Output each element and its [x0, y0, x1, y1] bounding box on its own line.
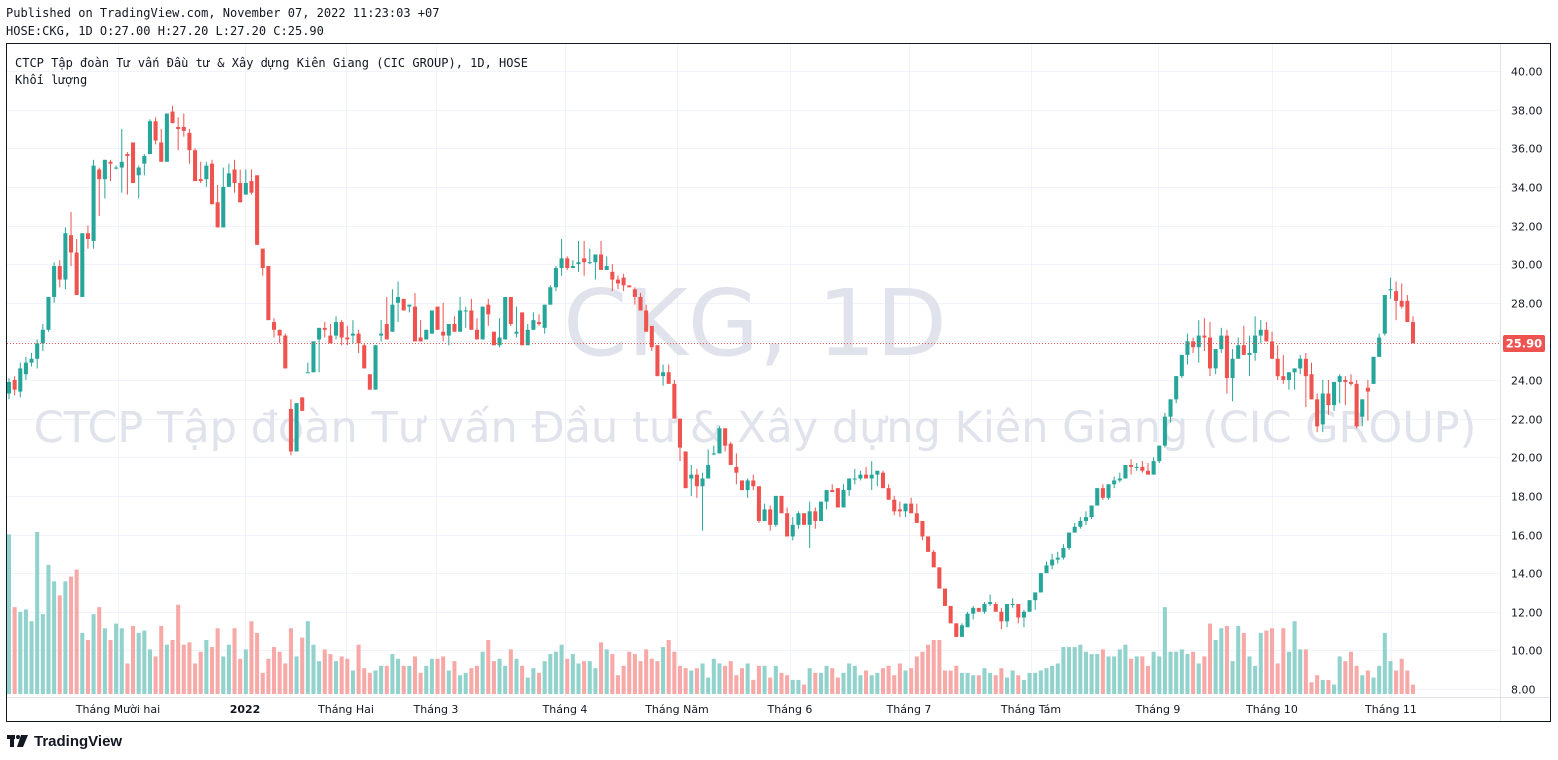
published-info: Published on TradingView.com, November 0… — [6, 6, 440, 20]
price-tick-label: 38.00 — [1511, 105, 1543, 118]
volume-bars — [6, 532, 1416, 694]
time-tick-label: Tháng 6 — [767, 703, 813, 716]
price-tick-label: 24.00 — [1511, 375, 1543, 388]
price-tick-label: 18.00 — [1511, 491, 1543, 504]
price-tick-label: 34.00 — [1511, 182, 1543, 195]
price-tick-label: 16.00 — [1511, 530, 1543, 543]
tradingview-brand: TradingView — [34, 733, 123, 750]
time-tick-label: Tháng Mười hai — [75, 703, 160, 716]
price-tick-label: 22.00 — [1511, 414, 1543, 427]
last-price-label: 25.90 — [1503, 335, 1545, 352]
price-tick-label: 36.00 — [1511, 143, 1543, 156]
watermark: CKG, 1D CTCP Tập đoàn Tư vấn Đầu tư & Xâ… — [34, 270, 1477, 453]
price-axis[interactable]: 40.0038.0036.0034.0032.0030.0028.0026.00… — [1511, 66, 1543, 697]
price-tick-label: 30.00 — [1511, 259, 1543, 272]
grid-lines — [7, 44, 1500, 697]
volume-legend[interactable]: Khối lượng — [15, 73, 88, 87]
price-tick-label: 28.00 — [1511, 298, 1543, 311]
price-tick-label: 8.00 — [1511, 684, 1536, 697]
time-tick-label: Tháng 3 — [413, 703, 459, 716]
price-tick-label: 10.00 — [1511, 645, 1543, 658]
time-tick-label: Tháng Năm — [644, 703, 709, 716]
price-tick-label: 32.00 — [1511, 221, 1543, 234]
price-tick-label: 40.00 — [1511, 66, 1543, 79]
price-tick-label: 14.00 — [1511, 568, 1543, 581]
chart-frame[interactable] — [6, 43, 1551, 722]
watermark-symbol: CKG, 1D — [563, 270, 947, 377]
time-tick-label: 2022 — [230, 703, 261, 716]
time-tick-label: Tháng Hai — [317, 703, 374, 716]
price-tick-label: 20.00 — [1511, 452, 1543, 465]
time-tick-label: Tháng 7 — [886, 703, 932, 716]
candles — [6, 105, 1416, 637]
svg-text:25.90: 25.90 — [1506, 337, 1542, 351]
series-legend[interactable]: CTCP Tập đoàn Tư vấn Đầu tư & Xây dựng K… — [15, 56, 528, 70]
time-tick-label: Tháng 4 — [542, 703, 588, 716]
time-tick-label: Tháng 11 — [1364, 703, 1417, 716]
watermark-name: CTCP Tập đoàn Tư vấn Đầu tư & Xây dựng K… — [34, 403, 1477, 453]
time-tick-label: Tháng 9 — [1135, 703, 1181, 716]
price-tick-label: 12.00 — [1511, 607, 1543, 620]
time-axis[interactable]: Tháng Mười hai 2022 Tháng Hai Tháng 3 Tháng … — [75, 703, 1417, 716]
time-tick-label: Tháng Tám — [1000, 703, 1061, 716]
time-tick-label: Tháng 10 — [1245, 703, 1298, 716]
tradingview-logo[interactable]: TradingView — [7, 733, 122, 750]
ohlc-summary: HOSE:CKG, 1D O:27.00 H:27.20 L:27.20 C:2… — [6, 24, 324, 38]
tradingview-logo-icon — [7, 735, 28, 747]
